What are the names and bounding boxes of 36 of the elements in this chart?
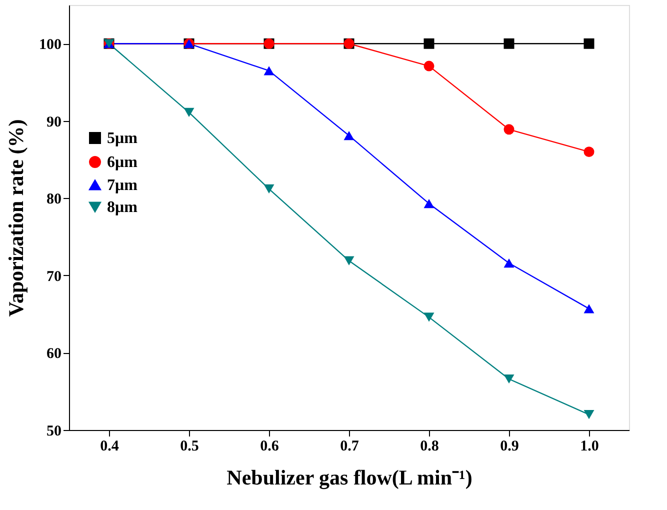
x-tick-label: 0.4 [100,438,120,454]
x-tick-label: 0.6 [260,438,280,454]
point [424,60,434,72]
y-tick-label: 80 [46,192,62,208]
x-tick-label: 0.8 [420,438,439,454]
point [504,374,514,384]
legend-label: 6μm [107,154,138,171]
point [504,124,514,135]
legend-label: 7μm [107,177,138,194]
x-tick-label: 0.9 [500,438,519,454]
x-axis-title: Nebulizer gas flow(L min⁻¹) [226,466,472,490]
y-tick-label: 70 [46,268,62,285]
y-axis-title: Vaporization rate (%) [4,119,28,317]
y-tick-label: 90 [46,114,62,130]
point [344,131,354,140]
y-tick-label: 100 [39,37,62,54]
point [504,258,514,268]
point [264,66,274,76]
y-tick-label: 60 [46,346,62,362]
x-tick-label: 1.0 [580,438,599,454]
x-tick-label: 0.5 [180,438,199,454]
point [184,108,194,117]
point [424,38,434,49]
legend-label: 8μm [107,199,138,216]
point [584,146,594,158]
point [584,304,594,314]
point [504,38,514,49]
legend-label: 5μm [107,130,138,147]
point [424,199,434,208]
y-tick-label: 50 [46,424,62,440]
point [344,256,354,266]
point [264,184,274,194]
point [584,410,594,420]
point [584,38,594,49]
x-tick-label: 0.7 [340,438,360,454]
point [424,312,434,322]
